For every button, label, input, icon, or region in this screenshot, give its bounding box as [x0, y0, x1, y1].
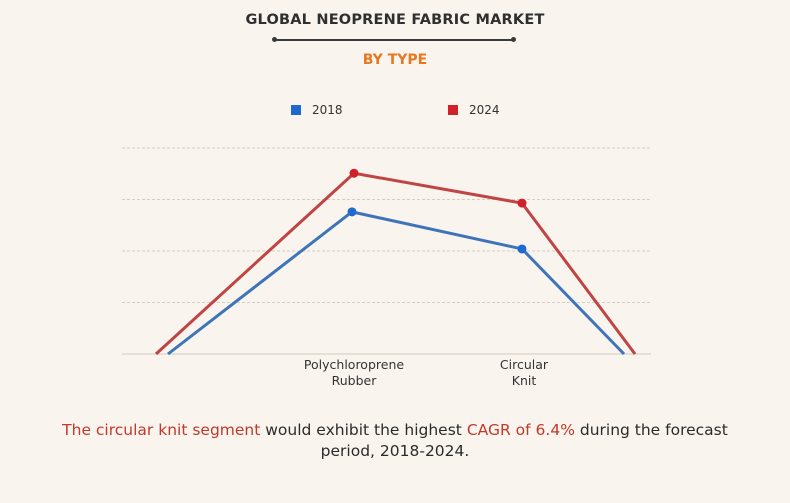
- x-tick-label-circular-knit: Circular Knit: [444, 357, 604, 389]
- gridlines: [122, 147, 651, 355]
- data-point-2018: [347, 207, 357, 217]
- series-line-2018: [167, 210, 626, 356]
- x-tick-label-line1: Circular: [499, 357, 549, 372]
- series-markers: [347, 168, 527, 254]
- legend-label-2024: 2024: [469, 103, 500, 117]
- legend-item-2024: 2024: [448, 103, 500, 117]
- title-divider: [272, 37, 516, 42]
- legend-label-2018: 2018: [312, 103, 343, 117]
- chart-caption: The circular knit segment would exhibit …: [60, 420, 730, 462]
- caption-text: would exhibit the highest: [260, 421, 467, 439]
- x-tick-label-line2: Knit: [511, 373, 537, 388]
- x-tick-label-line2: Rubber: [331, 373, 377, 388]
- caption-highlight-segment: The circular knit segment: [62, 421, 261, 439]
- data-point-2024: [349, 168, 359, 178]
- legend-swatch-2024: [448, 105, 458, 115]
- data-point-2018: [517, 244, 527, 254]
- x-tick-label-line1: Polychloroprene: [303, 357, 405, 372]
- data-point-2024: [517, 198, 527, 208]
- caption-text-end: during the forecast period, 2018-2024.: [320, 421, 728, 460]
- divider-dot-right: [511, 37, 516, 42]
- chart-title: GLOBAL NEOPRENE FABRIC MARKET: [245, 12, 545, 28]
- legend-item-2018: 2018: [291, 103, 343, 117]
- x-tick-label-polychloroprene-rubber: Polychloroprene Rubber: [274, 357, 434, 389]
- legend-swatch-2018: [291, 105, 301, 115]
- caption-highlight-cagr: CAGR of 6.4%: [466, 421, 575, 439]
- series-line-2024: [154, 171, 637, 356]
- chart-subtitle: BY TYPE: [362, 52, 428, 68]
- series-lines: [154, 171, 637, 356]
- divider-dot-left: [272, 37, 277, 42]
